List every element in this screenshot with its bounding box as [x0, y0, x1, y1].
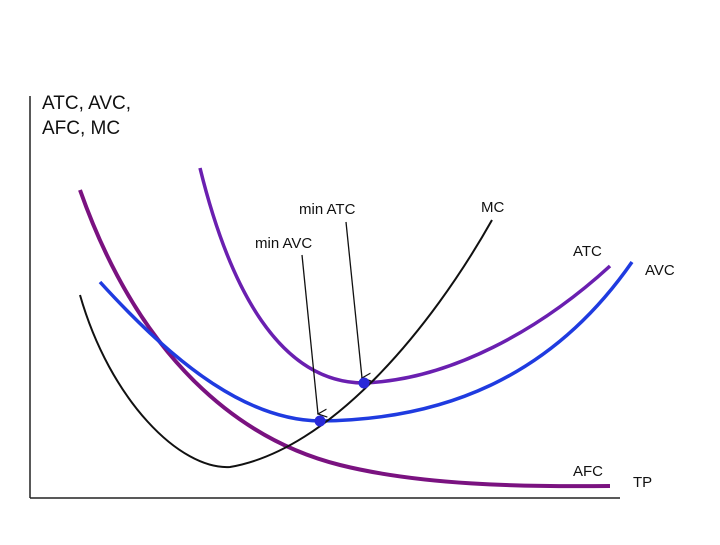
- min-avc-label: min AVC: [255, 235, 312, 252]
- mc-label: MC: [481, 199, 504, 216]
- y-axis-label-line2: AFC, MC: [42, 118, 120, 139]
- min-avc-point: [314, 415, 326, 427]
- min-atc-point: [358, 377, 370, 389]
- min-avc-arrow: [301, 254, 318, 414]
- min-atc-arrow: [345, 221, 362, 378]
- y-axis-label-line1: ATC, AVC,: [42, 93, 131, 114]
- afc-curve: [78, 189, 611, 489]
- avc-curve: [98, 261, 634, 423]
- x-axis-label: TP: [633, 474, 652, 491]
- avc-label: AVC: [645, 262, 675, 279]
- afc-label: AFC: [573, 463, 603, 480]
- atc-label: ATC: [573, 243, 602, 260]
- mc-curve: [79, 219, 493, 469]
- min-atc-label: min ATC: [299, 201, 356, 218]
